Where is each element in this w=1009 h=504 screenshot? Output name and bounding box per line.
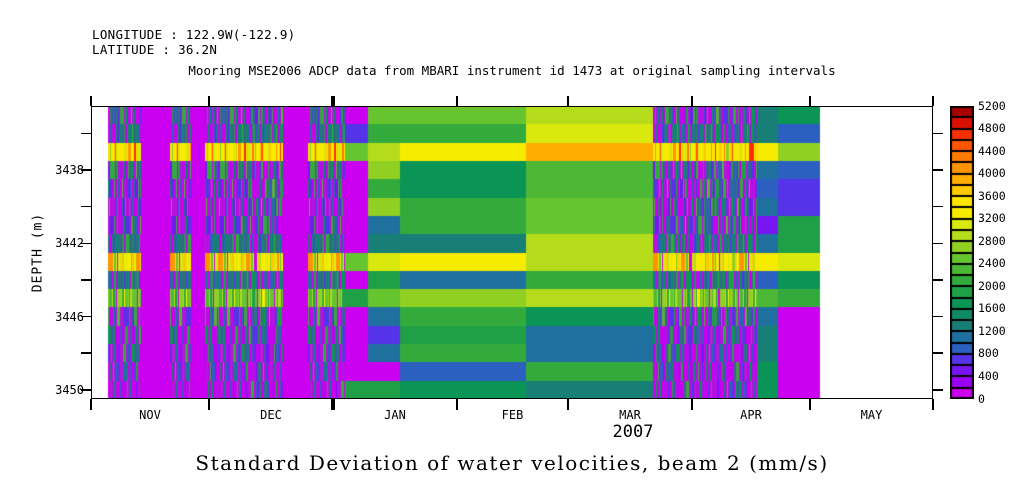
longitude-label: LONGITUDE : 122.9W(-122.9) [92, 27, 296, 42]
colorbar-label-2800: 2800 [978, 233, 1006, 248]
y-tick [81, 389, 91, 391]
colorbar-label-1200: 1200 [978, 323, 1006, 338]
x-tick [208, 399, 210, 410]
x-tick [691, 399, 693, 410]
x-tick-top [932, 96, 934, 106]
colorbar-label-4000: 4000 [978, 166, 1006, 181]
y-axis-title: DEPTH (m) [30, 212, 46, 293]
y-tick-right [933, 389, 943, 391]
colorbar-label-1600: 1600 [978, 301, 1006, 316]
colorbar-label-4400: 4400 [978, 143, 1006, 158]
colorbar-label-2000: 2000 [978, 278, 1006, 293]
y-tick [81, 169, 91, 171]
y-tick [81, 352, 91, 354]
x-tick-top [567, 96, 569, 106]
y-tick [81, 315, 91, 318]
plot-frame [91, 106, 933, 399]
x-tick-top [331, 96, 335, 106]
x-tick-top [691, 96, 693, 106]
y-tick [81, 279, 91, 281]
bottom-caption: Standard Deviation of water velocities, … [195, 451, 829, 475]
x-tick-label-nov: NOV [139, 408, 161, 422]
x-tick [932, 399, 934, 410]
x-tick-top [809, 96, 811, 106]
y-tick-label-3442: 3442 [55, 236, 84, 251]
x-tick-label-apr: APR [740, 408, 762, 422]
colorbar [950, 106, 974, 399]
x-tick-top [208, 96, 210, 106]
y-tick [81, 132, 91, 135]
y-tick-right [933, 205, 943, 208]
colorbar-label-5200: 5200 [978, 98, 1006, 113]
heatmap-canvas [91, 106, 933, 399]
y-tick [81, 205, 91, 208]
colorbar-label-3600: 3600 [978, 188, 1006, 203]
colorbar-label-0: 0 [978, 391, 985, 406]
y-tick [81, 242, 91, 245]
x-tick-label-dec: DEC [260, 408, 282, 422]
x-tick-top [456, 96, 458, 106]
x-tick-label-feb: FEB [501, 408, 524, 422]
x-tick-label-mar: MAR [619, 408, 641, 422]
y-tick-right [933, 352, 943, 354]
colorbar-label-2400: 2400 [978, 256, 1006, 271]
x-tick [456, 399, 458, 410]
latitude-label: LATITUDE : 36.2N [92, 42, 218, 57]
x-tick-top [90, 96, 92, 106]
y-tick-label-3438: 3438 [55, 163, 84, 178]
x-tick [331, 399, 335, 410]
y-tick-right [933, 315, 943, 318]
x-tick-label-jan: JAN [384, 408, 406, 422]
y-tick-right [933, 132, 943, 135]
x-tick-label-may: MAY [860, 408, 883, 422]
colorbar-label-800: 800 [978, 346, 999, 361]
y-tick-label-3446: 3446 [55, 309, 84, 324]
y-tick-right [933, 169, 943, 171]
year-label: 2007 [612, 422, 654, 442]
colorbar-label-400: 400 [978, 368, 999, 383]
y-tick-right [933, 279, 943, 281]
plot-title: Mooring MSE2006 ADCP data from MBARI ins… [188, 63, 836, 78]
x-tick [809, 399, 811, 410]
y-tick-right [933, 242, 943, 245]
colorbar-label-4800: 4800 [978, 121, 1006, 136]
x-tick [90, 399, 92, 410]
x-tick [567, 399, 569, 410]
colorbar-label-3200: 3200 [978, 211, 1006, 226]
y-tick-label-3450: 3450 [55, 382, 84, 397]
